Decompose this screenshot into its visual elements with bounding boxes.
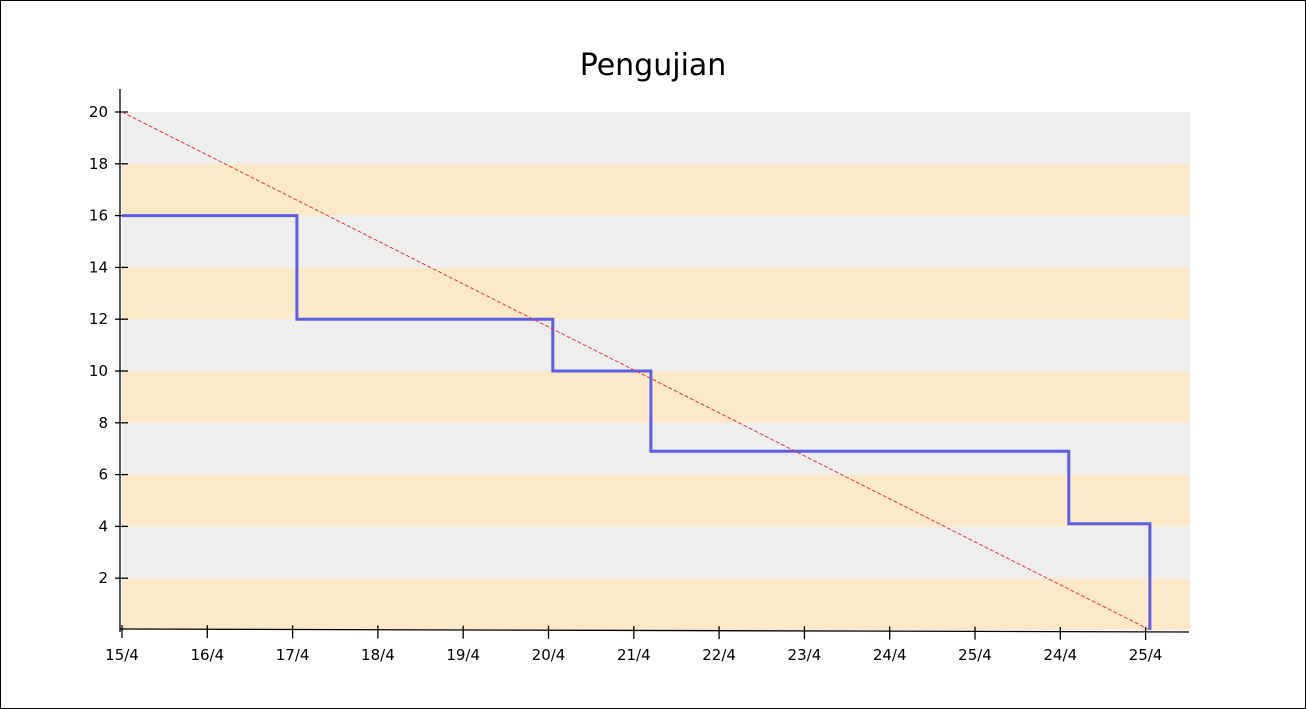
x-tick-label: 18/4: [361, 646, 395, 664]
x-tick-label: 21/4: [617, 646, 651, 664]
y-tick-label: 18: [89, 155, 108, 173]
background-band: [122, 526, 1190, 579]
x-tick-label: 19/4: [446, 646, 480, 664]
actual-step-line: [122, 214, 1152, 630]
y-tick-label: 20: [89, 103, 108, 121]
y-tick-label: 8: [98, 414, 108, 432]
x-tick-label: 25/4: [1129, 646, 1163, 664]
background-band: [122, 422, 1190, 475]
y-tick-label: 2: [98, 569, 108, 587]
y-tick-label: 12: [89, 310, 108, 328]
x-tick-label: 17/4: [276, 646, 310, 664]
x-axis-ticks: 15/4 16/4 17/4 18/4 19/4 20/4 21/4 22/4 23/4 24/4…: [105, 625, 1162, 664]
series-lines: [121, 111, 1152, 631]
background-band: [122, 267, 1190, 320]
chart-title: Pengujian: [580, 48, 727, 83]
y-tick-label: 6: [98, 466, 108, 484]
x-tick-label: 15/4: [105, 646, 139, 664]
background-band: [122, 474, 1190, 527]
y-axis-ticks: 2 4 6 8 10 12 14 16 18 20: [89, 103, 128, 587]
background-band: [122, 163, 1190, 216]
background-band: [122, 371, 1190, 423]
y-tick-label: 10: [89, 362, 108, 380]
x-axis-line: [119, 628, 1190, 633]
axes: [119, 89, 1190, 633]
x-tick-label: 23/4: [788, 646, 822, 664]
x-tick-label: 24/4: [873, 646, 907, 664]
x-tick-label: 20/4: [532, 646, 566, 664]
background-band: [122, 215, 1190, 268]
y-tick-label: 4: [98, 517, 108, 535]
background-band: [122, 319, 1190, 371]
y-tick-label: 14: [89, 258, 108, 276]
x-tick-label: 24/4: [1043, 646, 1077, 664]
x-tick-label: 16/4: [190, 646, 224, 664]
y-tick-label: 16: [89, 207, 108, 225]
x-tick-label: 22/4: [702, 646, 736, 664]
background-bands: [122, 112, 1190, 630]
background-band: [122, 578, 1190, 630]
x-tick-label: 25/4: [958, 646, 992, 664]
background-band: [122, 112, 1190, 164]
